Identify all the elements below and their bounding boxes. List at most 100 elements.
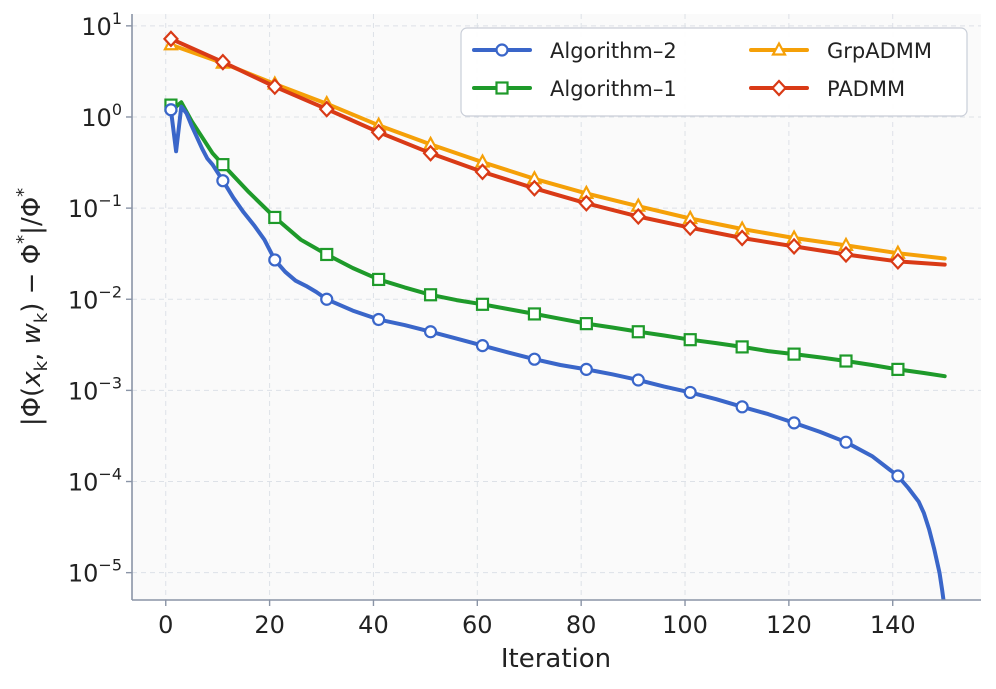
data-point-marker (320, 292, 334, 306)
y-tick-base: 10 (81, 104, 112, 132)
legend-label: PADMM (827, 77, 905, 101)
data-point-marker (372, 272, 386, 287)
x-tick-label: 80 (566, 611, 597, 639)
y-axis-label-part: x (17, 371, 47, 388)
series-layer (162, 30, 947, 600)
y-axis-label: |Φ(xk, wk) − Φ*|/Φ* (13, 188, 52, 426)
y-tick-base: 10 (68, 195, 99, 223)
data-point-marker (837, 245, 854, 264)
y-tick-label: 10−2 (68, 282, 122, 314)
y-tick-label: 10−3 (68, 373, 122, 405)
data-point-marker (734, 229, 751, 247)
legend: Algorithm–2 Algorithm–1 GrpADMM PADMM (460, 27, 968, 117)
legend-label: Algorithm–2 (550, 39, 677, 63)
data-point-marker (423, 325, 438, 339)
y-axis-label-part: |Φ( (17, 387, 47, 426)
data-point-marker (735, 400, 749, 414)
x-ticks: 0 20 40 60 80 100 120 140 (158, 600, 916, 639)
legend-item: PADMM (749, 77, 905, 101)
data-point-marker (423, 288, 438, 302)
data-point-marker (162, 30, 179, 48)
data-point-marker (786, 237, 803, 256)
series-algorithm-2 (164, 103, 946, 600)
data-point-marker (268, 253, 282, 267)
x-tick-label: 140 (870, 611, 916, 639)
y-tick-exponent: −3 (98, 373, 122, 392)
data-point-marker (682, 219, 699, 237)
legend-marker (495, 43, 509, 57)
x-tick-label: 60 (462, 611, 493, 639)
data-point-marker (839, 354, 853, 368)
data-point-marker (475, 339, 490, 353)
data-point-marker (318, 100, 335, 118)
y-tick-exponent: 0 (112, 100, 122, 119)
data-point-marker (891, 362, 905, 376)
data-point-marker (474, 163, 491, 181)
data-point-marker (216, 158, 230, 172)
y-tick-exponent: −1 (98, 191, 122, 210)
legend-item: Algorithm–1 (472, 77, 677, 101)
legend-marker (771, 41, 787, 56)
y-axis-label-part: k (31, 312, 52, 323)
data-point-marker (216, 174, 230, 188)
y-tick-label: 10−1 (68, 191, 122, 223)
legend-label: Algorithm–1 (550, 77, 677, 101)
y-tick-exponent: −2 (98, 282, 122, 301)
y-axis-label-part: , (17, 344, 47, 361)
x-tick-label: 100 (662, 611, 708, 639)
y-axis-label-part: w (17, 322, 47, 344)
legend-label: GrpADMM (827, 39, 932, 63)
series-line (168, 36, 947, 267)
y-tick-label: 10−5 (68, 556, 122, 588)
y-tick-base: 10 (68, 286, 99, 314)
grid (132, 14, 981, 600)
data-point-marker (578, 194, 595, 212)
x-tick-label: 20 (254, 611, 285, 639)
data-point-marker (631, 373, 645, 387)
data-point-marker (735, 340, 749, 354)
data-point-marker (891, 469, 905, 483)
y-tick-base: 10 (68, 377, 99, 405)
data-point-marker (372, 312, 386, 327)
data-point-marker (787, 416, 801, 430)
legend-marker (495, 81, 509, 95)
data-point-marker (527, 307, 542, 321)
series-padmm (162, 30, 947, 271)
data-point-marker (683, 333, 697, 347)
y-tick-label: 10−4 (68, 465, 122, 497)
data-point-marker (579, 317, 593, 331)
y-axis-label-part: |/Φ (17, 197, 47, 235)
data-point-marker (839, 435, 853, 449)
x-axis-label: Iteration (501, 644, 611, 674)
data-point-marker (268, 210, 282, 225)
data-point-marker (422, 144, 439, 162)
data-point-marker (266, 78, 283, 96)
axes (131, 14, 981, 601)
y-axis-label-part: k (31, 360, 52, 371)
y-axis-label-part: * (13, 188, 34, 197)
x-tick-label: 120 (766, 611, 812, 639)
y-tick-label: 101 (81, 9, 122, 41)
series-line (168, 42, 947, 261)
y-tick-exponent: −4 (98, 465, 122, 484)
legend-item: Algorithm–2 (472, 39, 677, 63)
y-tick-label: 100 (81, 100, 122, 132)
y-tick-exponent: −5 (98, 556, 122, 575)
x-tick-label: 40 (358, 611, 389, 639)
data-point-marker (889, 252, 906, 271)
x-tick-label: 0 (158, 611, 173, 639)
y-axis-label-part: * (13, 235, 34, 244)
y-tick-base: 10 (81, 13, 112, 41)
data-point-marker (526, 179, 543, 197)
legend-item: GrpADMM (749, 39, 932, 63)
data-point-marker (683, 385, 697, 400)
legend-marker (770, 79, 788, 97)
y-axis-label-part: ) − Φ (17, 244, 47, 313)
y-tick-exponent: 1 (112, 9, 122, 28)
data-point-marker (320, 247, 334, 262)
data-point-marker (630, 207, 647, 226)
data-point-marker (787, 347, 801, 361)
data-point-marker (475, 297, 490, 311)
